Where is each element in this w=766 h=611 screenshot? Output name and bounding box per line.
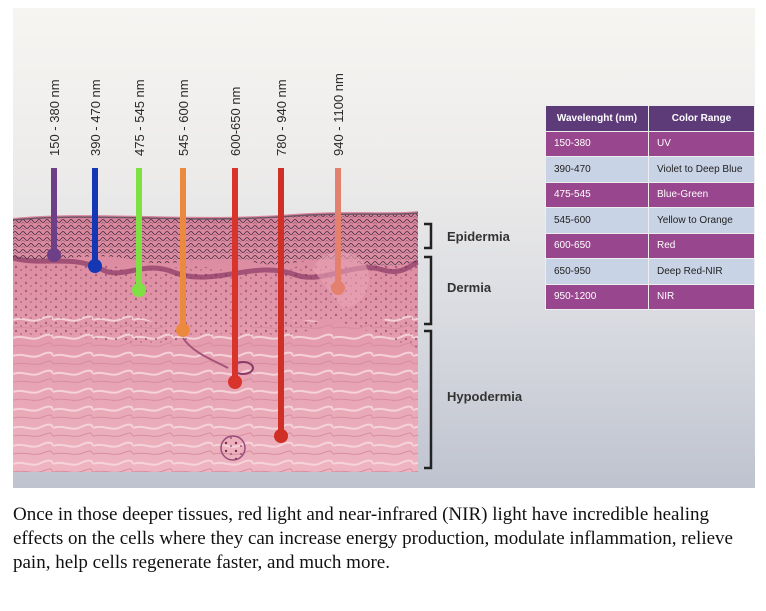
- cell-wavelength: 650-950: [545, 258, 649, 285]
- wavelength-label: 150 - 380 nm: [47, 79, 62, 156]
- table-row: 650-950 Deep Red-NIR: [545, 258, 755, 285]
- header-wavelength: Wavelenght (nm): [545, 105, 649, 132]
- wavelength-label: 780 - 940 nm: [274, 79, 289, 156]
- skin-penetration-diagram: 150 - 380 nm 390 - 470 nm 475 - 545 nm 545 …: [13, 8, 755, 488]
- cell-wavelength: 950-1200: [545, 283, 649, 310]
- cell-color-range: NIR: [648, 283, 755, 310]
- probe-tip: [47, 248, 61, 262]
- table-row: 950-1200 NIR: [545, 283, 755, 310]
- probe-tip: [228, 375, 242, 389]
- table-row: 475-545 Blue-Green: [545, 181, 755, 208]
- cell-color-range: Violet to Deep Blue: [648, 156, 755, 183]
- layer-brackets: [424, 222, 433, 470]
- table-row: 600-650 Red: [545, 232, 755, 259]
- wavelength-label: 940 - 1100 nm: [331, 73, 346, 156]
- cell-wavelength: 150-380: [545, 130, 649, 157]
- probe-tip: [88, 259, 102, 273]
- wavelength-label: 475 - 545 nm: [132, 79, 147, 156]
- cell-wavelength: 600-650: [545, 232, 649, 259]
- cell-wavelength: 390-470: [545, 156, 649, 183]
- table-row: 150-380 UV: [545, 130, 755, 157]
- table-row: 545-600 Yellow to Orange: [545, 207, 755, 234]
- cell-wavelength: 475-545: [545, 181, 649, 208]
- wavelength-label: 545 - 600 nm: [176, 79, 191, 156]
- wavelength-color-table: Wavelenght (nm) Color Range 150-380 UV 39…: [545, 105, 755, 310]
- header-color-range: Color Range: [648, 105, 755, 132]
- cell-color-range: Red: [648, 232, 755, 259]
- layer-label-dermis: Dermia: [447, 280, 492, 295]
- probe-tip: [331, 281, 345, 295]
- cell-wavelength: 545-600: [545, 207, 649, 234]
- probe-tip: [176, 323, 190, 337]
- probe-tip: [274, 429, 288, 443]
- cell-color-range: Deep Red-NIR: [648, 258, 755, 285]
- wavelength-probes: 150 - 380 nm 390 - 470 nm 475 - 545 nm 545 …: [47, 73, 346, 443]
- wavelength-label: 390 - 470 nm: [88, 79, 103, 156]
- table-header-row: Wavelenght (nm) Color Range: [545, 105, 755, 132]
- layer-label-epidermis: Epidermia: [447, 229, 511, 244]
- cell-color-range: UV: [648, 130, 755, 157]
- table-row: 390-470 Violet to Deep Blue: [545, 156, 755, 183]
- cell-color-range: Yellow to Orange: [648, 207, 755, 234]
- skin-illustration: 150 - 380 nm 390 - 470 nm 475 - 545 nm 545 …: [13, 73, 523, 472]
- cell-color-range: Blue-Green: [648, 181, 755, 208]
- probe-tip: [132, 283, 146, 297]
- wavelength-label: 600-650 nm: [228, 87, 243, 156]
- caption-paragraph: Once in those deeper tissues, red light …: [13, 504, 733, 573]
- layer-label-hypodermis: Hypodermia: [447, 389, 523, 404]
